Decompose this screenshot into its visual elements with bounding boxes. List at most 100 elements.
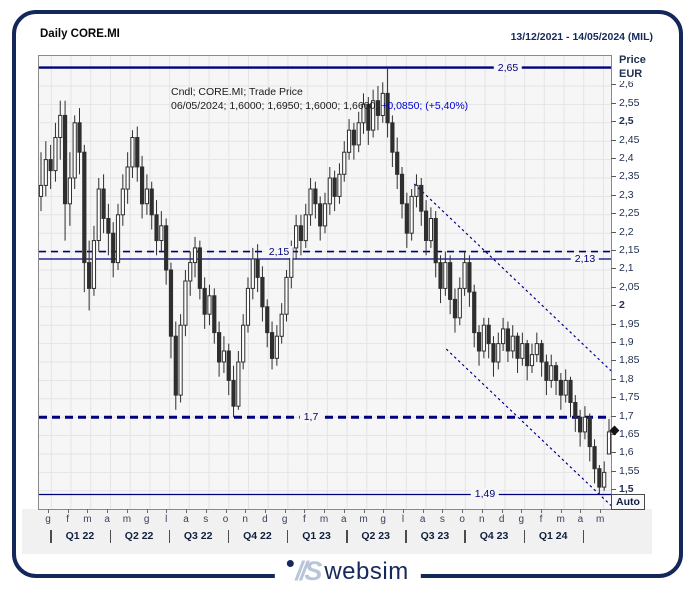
quarter-label: Q3 22 (183, 530, 213, 542)
month-tick (67, 509, 69, 513)
quarter-separator (464, 530, 466, 543)
month-tick (107, 509, 109, 513)
quarter-separator (168, 530, 171, 543)
month-label: m (359, 514, 368, 525)
month-label: f (539, 514, 543, 525)
quarter-separator (227, 530, 230, 543)
month-tick (580, 509, 582, 513)
quarter-label: Q4 23 (479, 530, 509, 542)
month-tick (324, 509, 326, 513)
month-label: o (459, 514, 465, 525)
month-label: d (498, 514, 505, 525)
month-label: a (183, 514, 189, 525)
quarter-label: Q2 22 (124, 530, 154, 542)
month-label: m (596, 514, 605, 525)
month-tick (264, 509, 266, 513)
level-label: 2,13 (570, 253, 600, 265)
quarter-separator (109, 530, 111, 543)
level-label: 1,49 (470, 488, 500, 500)
month-label: a (104, 514, 110, 525)
quarter-label: Q1 23 (302, 530, 331, 542)
month-tick (422, 509, 424, 513)
month-tick (403, 509, 404, 513)
websim-logo: //S websim (274, 556, 421, 587)
level-label: 2,15 (264, 246, 294, 258)
month-tick (442, 509, 444, 513)
quarter-label: Q4 22 (243, 530, 272, 542)
chart-title: Daily CORE.MI (40, 28, 120, 40)
y-axis-unit: Price EUR (619, 53, 650, 81)
month-label: f (66, 514, 70, 525)
month-label: g (281, 514, 288, 525)
legend-change-value: +0,0850; (+5,40%) (381, 99, 469, 112)
month-tick (87, 509, 89, 513)
logo-dot-icon (286, 560, 294, 567)
month-label: a (341, 514, 347, 525)
month-tick (383, 509, 385, 513)
month-label: m (122, 514, 132, 525)
month-tick (166, 509, 168, 513)
month-label: m (556, 514, 565, 525)
month-label: o (222, 514, 229, 525)
plot-area[interactable]: Cndl; CORE.MI; Trade Price 06/05/2024; 1… (38, 55, 612, 510)
month-label: a (419, 514, 426, 525)
month-tick (304, 509, 306, 513)
logo-mark-icon: //S (295, 556, 322, 586)
month-tick (560, 509, 562, 513)
quarter-separator (405, 530, 407, 543)
quarter-separator (286, 530, 289, 543)
month-label: m (319, 514, 329, 525)
month-tick (481, 509, 483, 513)
month-label: g (143, 514, 150, 525)
date-range: 13/12/2021 - 14/05/2024 (MIL) (510, 31, 653, 43)
level-label: 1,7 (299, 411, 323, 423)
month-tick (284, 509, 286, 513)
quarter-label: Q2 23 (361, 530, 390, 542)
month-tick (343, 509, 345, 513)
series-legend: Cndl; CORE.MI; Trade Price 06/05/2024; 1… (171, 86, 468, 113)
month-label: n (242, 514, 248, 525)
quarter-label: Q1 24 (538, 530, 568, 542)
month-tick (126, 509, 128, 513)
quarter-separator (346, 530, 348, 543)
logo-wordmark: websim (324, 557, 409, 585)
month-label: l (165, 514, 168, 525)
month-label: s (203, 514, 209, 525)
month-tick (363, 509, 365, 513)
month-label: s (439, 514, 445, 525)
month-tick (225, 509, 227, 513)
candlestick-chart (39, 56, 611, 509)
month-label: l (401, 514, 405, 525)
month-label: f (303, 514, 306, 525)
month-tick (501, 509, 503, 513)
month-tick (462, 509, 464, 513)
level-label: 2,65 (493, 62, 523, 74)
month-label: g (45, 514, 51, 525)
month-tick (541, 509, 542, 513)
quarter-label: Q1 22 (65, 530, 95, 542)
quarter-scale: Q1 22 Q2 22 Q3 22 Q4 22 Q1 23 Q2 23 Q3 23 Q4 23… (38, 529, 610, 545)
month-label: d (262, 514, 268, 525)
price-scale[interactable]: 2,6 2,55 2,5 2,45 2,4 2,35 2,3 2,25 2,2 2,15 2,1 2,… (611, 55, 681, 508)
month-label: n (479, 514, 485, 525)
month-label: g (380, 514, 386, 525)
quarter-separator (582, 530, 585, 543)
month-tick (146, 509, 148, 513)
month-tick (205, 509, 207, 513)
month-tick (245, 509, 247, 513)
month-tick (48, 509, 49, 513)
month-tick (521, 509, 523, 513)
legend-line1: Cndl; CORE.MI; Trade Price (171, 86, 303, 98)
month-label: a (577, 514, 584, 525)
month-tick (186, 509, 187, 513)
month-label: m (83, 514, 92, 525)
month-label: g (518, 514, 525, 525)
quarter-separator (50, 530, 52, 543)
auto-scale-button[interactable]: Auto (611, 494, 645, 510)
month-tick (600, 509, 602, 513)
x-axis-strip (22, 509, 652, 554)
legend-line2: 06/05/2024; 1,6000; 1,6950; 1,6000; 1,66… (171, 99, 469, 112)
quarter-separator (523, 530, 526, 543)
quarter-label: Q3 23 (420, 530, 450, 542)
